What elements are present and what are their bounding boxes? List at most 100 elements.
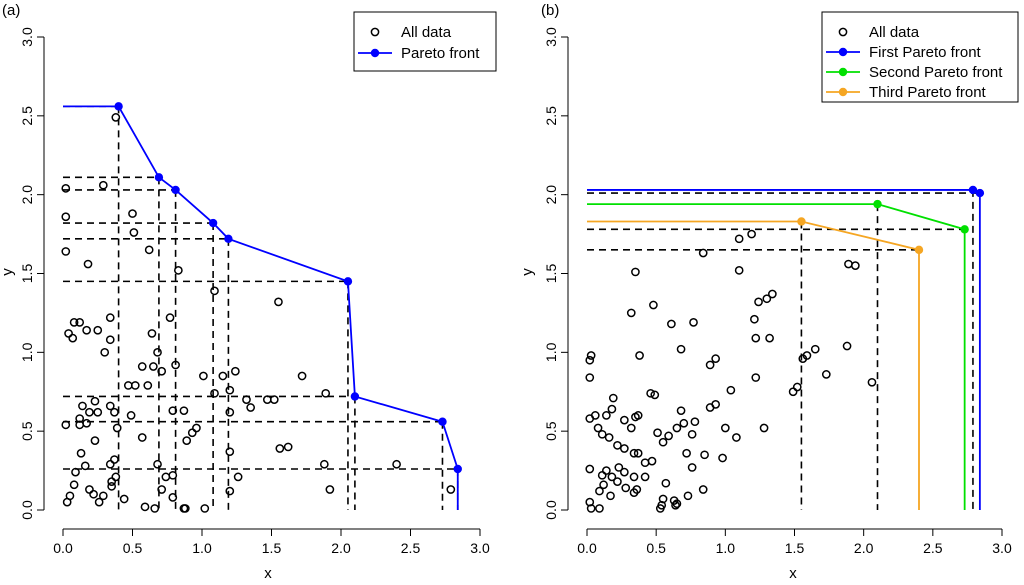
data-point (798, 354, 808, 363)
data-point (585, 373, 595, 382)
data-points-a (61, 113, 456, 513)
data-point (658, 437, 668, 447)
data-point (705, 360, 715, 370)
data-point (585, 355, 595, 365)
data-point (683, 491, 693, 501)
x-tick-label: 1.0 (192, 540, 212, 556)
data-point (614, 463, 624, 472)
data-point (100, 347, 110, 357)
data-point (676, 344, 686, 354)
x-tick-label: 2.0 (331, 540, 351, 556)
data-point (655, 504, 665, 513)
data-point (233, 472, 243, 482)
data-point (187, 428, 197, 438)
data-point (126, 411, 136, 420)
data-point (199, 371, 208, 381)
data-point (613, 477, 622, 486)
data-point (700, 450, 709, 460)
data-point (602, 411, 611, 420)
data-point (734, 234, 744, 244)
y-tick-label: 2.5 (543, 106, 559, 126)
data-point (105, 335, 115, 345)
legend-symbol-circle (838, 27, 848, 37)
data-point (726, 385, 736, 395)
data-point (690, 417, 700, 427)
data-point (143, 381, 153, 390)
y-tick-label: 1.5 (543, 264, 559, 284)
data-point (180, 504, 190, 513)
pareto-front-line (587, 203, 966, 510)
data-point (90, 396, 100, 406)
pareto-front-point (350, 392, 360, 401)
data-point (751, 333, 761, 343)
data-point (111, 113, 121, 122)
x-tick-label: 2.0 (854, 540, 874, 556)
data-point (747, 229, 756, 239)
x-axis-label-a: x (264, 565, 272, 582)
legend-label: All data (401, 24, 452, 41)
data-point (586, 351, 596, 360)
data-point (153, 459, 162, 469)
pareto-front-point (960, 225, 969, 234)
data-point (606, 491, 615, 501)
pareto-fronts-b (587, 185, 985, 510)
data-point (105, 459, 115, 469)
y-tick-label: 0.5 (19, 421, 35, 441)
pareto-front-point (975, 188, 985, 198)
y-tick-label: 2.5 (19, 106, 35, 126)
data-point (647, 456, 657, 466)
data-point (140, 502, 150, 512)
x-tick-label: 2.5 (923, 540, 943, 556)
data-point (597, 429, 607, 439)
data-point (210, 388, 219, 398)
data-point (62, 497, 72, 507)
data-point (653, 428, 662, 438)
data-point (168, 406, 178, 416)
data-point (107, 482, 117, 491)
data-point (168, 493, 178, 502)
pareto-front-point (343, 277, 353, 286)
data-point (168, 470, 178, 480)
data-point (75, 414, 85, 423)
data-point (626, 308, 636, 318)
data-point (68, 333, 78, 343)
data-point (718, 453, 727, 463)
pareto-front-point (968, 185, 978, 195)
y-tick-label: 2.0 (19, 185, 35, 205)
data-point (650, 390, 660, 400)
data-point (225, 407, 235, 417)
data-points-b (585, 229, 877, 513)
data-point (595, 486, 604, 496)
legend-a: All data Pareto front (353, 11, 497, 72)
data-point (157, 366, 167, 376)
data-point (711, 354, 721, 363)
data-point (137, 362, 147, 371)
data-point (76, 448, 86, 458)
panel-b: (b) x y 0.0 0.5 1.0 1.5 2.0 2.5 3.0 0.0 0.5 1.0 1.… (519, 2, 1019, 582)
data-point (664, 431, 673, 441)
y-tick-label: 0.0 (19, 500, 35, 520)
y-tick-label: 3.0 (543, 27, 559, 47)
data-point (157, 485, 167, 494)
data-point (676, 406, 686, 416)
data-point (137, 433, 147, 442)
data-point (107, 477, 117, 486)
data-point (123, 381, 133, 390)
guide-lines-b (587, 189, 980, 510)
data-point (593, 423, 603, 433)
data-point (98, 491, 108, 501)
pareto-front-point (171, 185, 180, 195)
data-point (128, 209, 137, 218)
data-point (192, 423, 201, 433)
legend-box (353, 11, 497, 72)
data-point (844, 259, 853, 269)
data-point (633, 411, 643, 420)
data-point (711, 400, 721, 409)
data-point (640, 472, 650, 482)
legend-label: Second Pareto front (869, 64, 1003, 81)
data-point (446, 485, 456, 494)
data-point (150, 504, 160, 513)
data-point (179, 406, 189, 416)
data-point (200, 504, 210, 513)
